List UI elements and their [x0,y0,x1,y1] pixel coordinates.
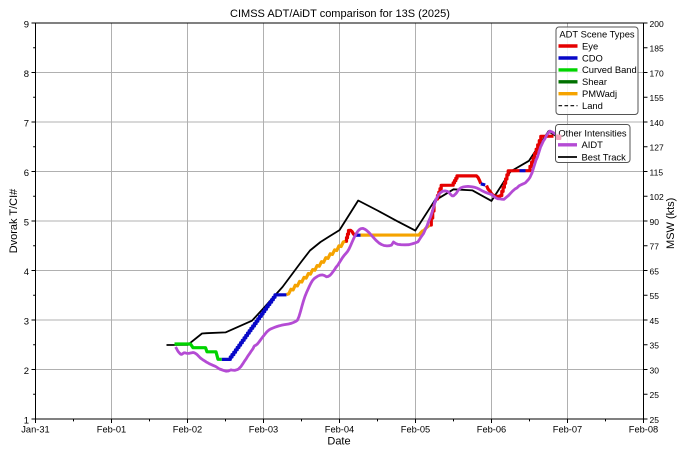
svg-text:Feb-04: Feb-04 [325,424,354,434]
svg-text:Curved Band: Curved Band [582,64,637,75]
svg-text:1: 1 [24,415,29,426]
svg-text:6: 6 [24,168,29,179]
svg-text:140: 140 [650,118,664,128]
svg-text:Feb-03: Feb-03 [249,424,278,434]
svg-text:4: 4 [24,267,29,278]
svg-text:MSW (kts): MSW (kts) [665,198,677,249]
svg-text:77: 77 [650,242,660,252]
svg-text:25: 25 [650,415,660,425]
svg-text:55: 55 [650,291,660,301]
svg-text:Feb-06: Feb-06 [477,424,506,434]
svg-text:Feb-07: Feb-07 [553,424,582,434]
svg-text:Best Track: Best Track [582,151,627,162]
svg-text:3: 3 [24,316,29,327]
svg-text:65: 65 [650,266,660,276]
svg-text:Jan-31: Jan-31 [21,424,49,434]
svg-text:Feb-08: Feb-08 [629,424,658,434]
svg-text:185: 185 [650,44,664,54]
svg-text:Feb-05: Feb-05 [401,424,430,434]
svg-text:170: 170 [650,68,664,78]
svg-text:CIMSS ADT/AiDT comparison for: CIMSS ADT/AiDT comparison for 13S (2025) [230,8,450,20]
svg-text:ADT Scene Types: ADT Scene Types [559,29,635,40]
svg-text:90: 90 [650,217,660,227]
svg-text:155: 155 [650,93,664,103]
svg-text:Date: Date [327,436,350,448]
svg-text:7: 7 [24,118,29,129]
svg-text:25: 25 [650,390,660,400]
svg-text:102: 102 [650,192,664,202]
svg-text:200: 200 [650,19,664,29]
svg-text:Land: Land [582,100,603,111]
svg-text:PMWadj: PMWadj [582,88,617,99]
svg-text:CDO: CDO [582,52,603,63]
svg-text:2: 2 [24,366,29,377]
svg-text:Shear: Shear [582,76,607,87]
svg-text:115: 115 [650,167,664,177]
svg-text:Eye: Eye [582,40,598,51]
svg-text:Other Intensities: Other Intensities [558,128,627,139]
svg-text:8: 8 [24,69,29,80]
svg-text:5: 5 [24,217,29,228]
svg-text:45: 45 [650,316,660,326]
svg-text:Feb-02: Feb-02 [173,424,202,434]
svg-text:35: 35 [650,341,660,351]
svg-text:AIDT: AIDT [582,139,604,150]
svg-text:9: 9 [24,19,29,30]
svg-text:Dvorak T/CI#: Dvorak T/CI# [8,188,20,253]
svg-text:127: 127 [650,143,664,153]
svg-text:30: 30 [650,365,660,375]
svg-text:Feb-01: Feb-01 [97,424,126,434]
